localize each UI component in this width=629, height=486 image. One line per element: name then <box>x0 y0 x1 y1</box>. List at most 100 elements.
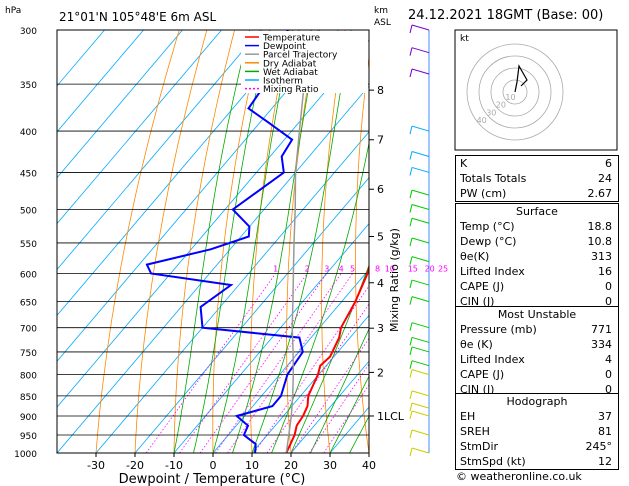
wind-barb-flag <box>409 447 413 457</box>
mu-li-label: Lifted Index <box>460 353 525 366</box>
surface-theta-label: θe(K) <box>460 250 490 263</box>
x-tick-label: 30 <box>323 459 337 472</box>
legend-label: Wet Adiabat <box>263 68 318 78</box>
wind-barb <box>411 279 430 286</box>
wind-barb <box>411 402 430 409</box>
pressure-tick-label: 650 <box>20 299 37 309</box>
wind-barb <box>411 166 430 173</box>
surface-cape-value: 0 <box>605 280 612 293</box>
stmspd-row: StmSpd (kt) 12 <box>456 454 618 469</box>
pw-value: 2.67 <box>587 187 613 200</box>
dry-adiabat-line <box>95 30 180 453</box>
temperature-axis: -30 -20 -10 0 10 20 30 40 <box>87 453 376 472</box>
wind-barb <box>411 47 430 54</box>
sreh-value: 81 <box>598 425 612 438</box>
totals-totals-value: 24 <box>598 172 612 185</box>
km-unit: km <box>374 6 388 16</box>
wind-barb-flag <box>409 24 413 34</box>
wind-barb-flag <box>409 360 413 369</box>
wind-barb <box>411 217 430 224</box>
km-tick-label: 1LCL <box>377 410 405 423</box>
wind-barb-flag <box>409 402 413 412</box>
pressure-tick-label: 1000 <box>14 450 37 460</box>
wind-barb-flag <box>409 47 413 56</box>
surface-li-label: Lifted Index <box>460 265 525 278</box>
wind-barb-flag <box>409 369 413 378</box>
stmdir-value: 245° <box>585 440 613 453</box>
surface-dewp-label: Dewp (°C) <box>460 235 517 248</box>
pressure-tick-label: 700 <box>20 325 37 335</box>
wind-barb-flag <box>409 125 413 135</box>
mixing-ratio-line <box>215 273 342 453</box>
mu-li-value: 4 <box>605 353 612 366</box>
series-temperature <box>285 264 369 453</box>
altitude-axis: 8 7 6 5 4 3 2 1LCL <box>369 84 405 423</box>
hodograph-ring-label: 10 <box>505 93 515 102</box>
mixing-ratio-line <box>199 273 328 453</box>
mixing-ratio-label: 5 <box>350 265 355 274</box>
wet-adiabat-line <box>329 375 369 453</box>
wind-barb-flag <box>409 167 413 176</box>
wind-barb-flag <box>409 204 413 213</box>
mu-theta-label: θe (K) <box>460 338 493 351</box>
wind-barb <box>411 390 430 397</box>
dry-adiabat-line <box>212 30 263 453</box>
mixing-ratio-line <box>291 337 369 453</box>
surface-cape-row: CAPE (J) 0 <box>456 279 618 294</box>
pressure-tick-label: 400 <box>20 128 37 138</box>
sreh-row: SREH 81 <box>456 424 618 439</box>
surface-cape-label: CAPE (J) <box>460 280 505 293</box>
isotherm-line <box>251 314 369 453</box>
isotherm-line <box>57 30 300 316</box>
wind-barb-flag <box>409 410 413 420</box>
isotherm-line <box>57 30 261 271</box>
location-label: 21°01'N 105°48'E 6m ASL <box>59 10 216 24</box>
pw-row: PW (cm) 2.67 <box>456 186 618 201</box>
km-tick-label: 8 <box>377 84 384 97</box>
stmdir-label: StmDir <box>460 440 499 453</box>
mu-pressure-value: 771 <box>591 323 612 336</box>
legend-label: Dewpoint <box>263 42 306 52</box>
mu-cin-row: CIN (J) 0 <box>456 382 618 397</box>
surface-cin-row: CIN (J) 0 <box>456 294 618 309</box>
hodograph-stats-title: Hodograph <box>506 395 568 408</box>
mixing-ratio-line <box>227 273 353 453</box>
wet-adiabat-line <box>173 30 250 453</box>
wind-barb <box>411 410 430 417</box>
mixing-ratio-label: 20 <box>425 265 435 274</box>
hodograph-ring-label: 30 <box>486 108 496 117</box>
pressure-tick-label: 950 <box>20 432 37 442</box>
surface-theta-row: θe(K) 313 <box>456 249 618 264</box>
series-dewpoint <box>145 30 304 453</box>
mixing-ratio-axis-label: Mixing Ratio (g/kg) <box>388 228 401 332</box>
hodograph-stats-panel: Hodograph EH 37 SREH 81 StmDir 245° StmSpd … <box>455 393 619 470</box>
x-tick-label: -20 <box>126 459 144 472</box>
wind-barb <box>411 237 430 244</box>
km-tick-label: 6 <box>377 183 384 196</box>
isotherm-line <box>57 30 105 87</box>
mu-pressure-label: Pressure (mb) <box>460 323 537 336</box>
isotherm-line <box>173 222 369 453</box>
hodograph-unit: kt <box>460 34 469 44</box>
wet-adiabat-line <box>310 327 369 453</box>
wind-barbs <box>409 24 430 457</box>
stmspd-label: StmSpd (kt) <box>460 455 526 468</box>
pressure-tick-label: 750 <box>20 349 37 359</box>
mixing-ratio-label: 25 <box>438 265 448 274</box>
isotherm-line <box>212 268 369 453</box>
wind-barb <box>411 151 430 157</box>
hodograph-ring <box>466 43 564 141</box>
surface-temp-label: Temp (°C) <box>460 220 515 233</box>
mixing-ratio-line <box>266 303 369 453</box>
mixing-ratio-label: 3 <box>324 265 329 274</box>
k-index-label: K <box>460 157 468 170</box>
km-tick-label: 5 <box>377 231 384 244</box>
isotherm-line <box>57 30 144 133</box>
isotherm-line <box>134 177 369 453</box>
x-tick-label: 40 <box>362 459 376 472</box>
most-unstable-panel: Most Unstable Pressure (mb) 771 θe (K) 334… <box>455 306 619 398</box>
surface-panel: Surface Temp (°C) 18.8 Dewp (°C) 10.8 θe(K… <box>455 203 619 310</box>
